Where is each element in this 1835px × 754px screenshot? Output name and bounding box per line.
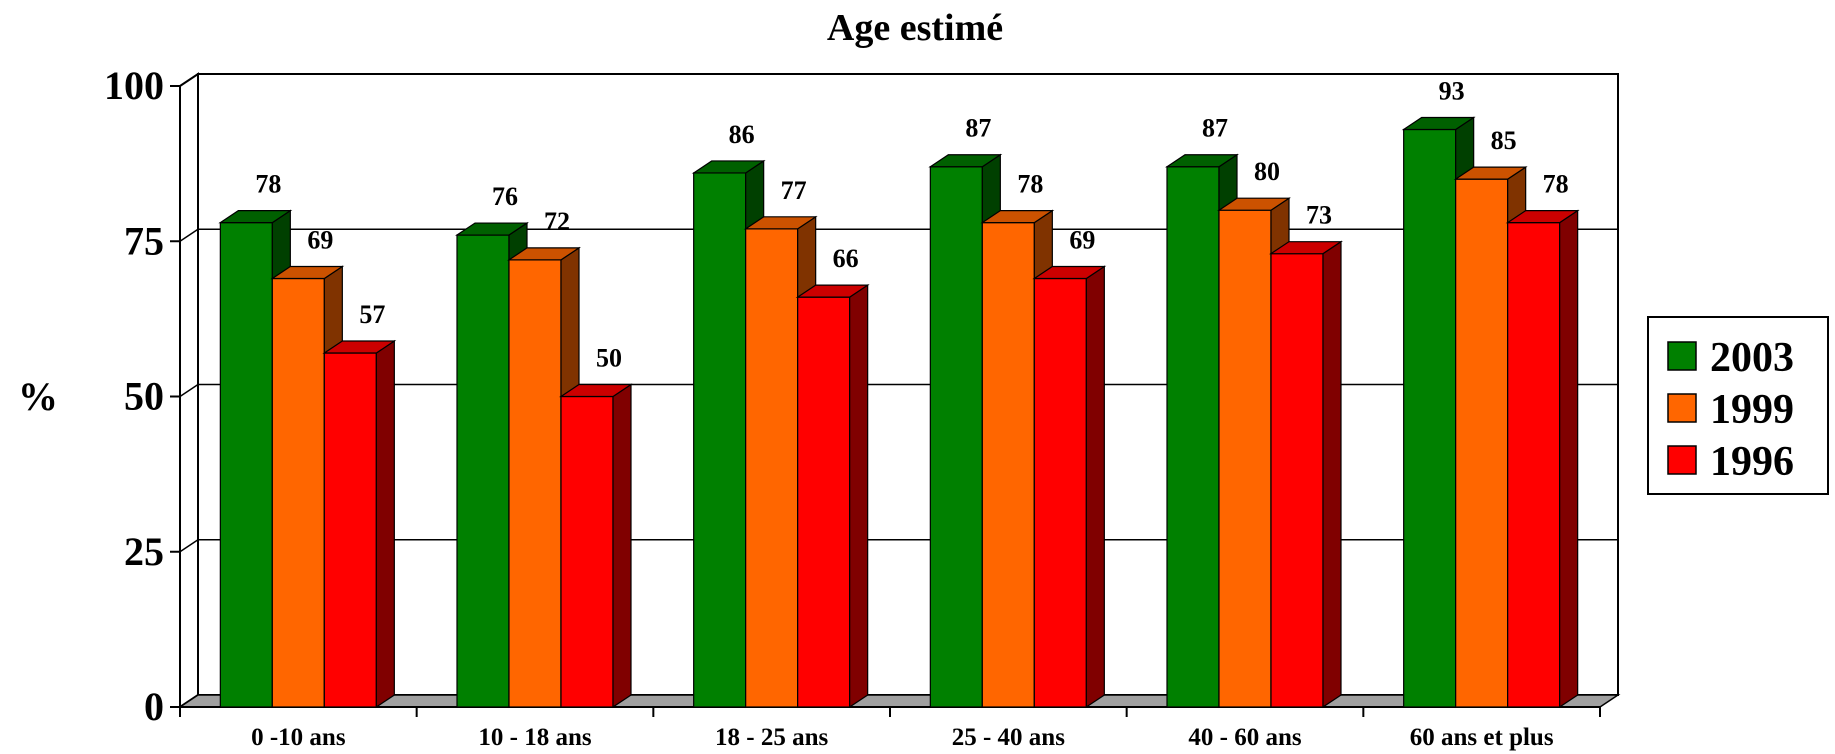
gridline-side [179, 383, 199, 398]
bar-front [1033, 277, 1087, 708]
bar [1505, 209, 1580, 709]
bar-top [928, 154, 1003, 168]
chart-title: Age estimé [827, 7, 1003, 49]
bar-top [1453, 166, 1528, 180]
x-tick-label: 0 -10 ans [251, 724, 346, 751]
bar-front [1166, 166, 1220, 708]
y-tick-label: 50 [124, 374, 164, 419]
data-label: 80 [1254, 157, 1280, 186]
bar-top [1401, 116, 1476, 131]
data-label: 69 [307, 226, 333, 255]
bar-front [456, 234, 510, 708]
bar-top [218, 210, 293, 224]
plot-floor [177, 694, 1621, 708]
bar-top [795, 284, 870, 298]
bar-top [980, 210, 1055, 224]
bar-side [375, 339, 395, 709]
gridline-side [179, 539, 199, 553]
bar [1032, 265, 1107, 709]
bar-top [559, 383, 633, 398]
gridline-side [179, 228, 199, 242]
bar-side [1322, 240, 1342, 709]
bar-top [455, 222, 529, 236]
bar-front [797, 296, 851, 708]
legend: 2003 1999 1996 [1647, 316, 1829, 495]
data-label: 72 [544, 207, 570, 236]
bar-front [1270, 253, 1324, 708]
bar-front [1507, 222, 1561, 708]
legend-label: 2003 [1710, 335, 1794, 381]
plot-area: 0 25 50 75 100 0 -10 ans 10 - 18 ans 18 - 25 an… [104, 63, 1621, 751]
y-axis-label: % [18, 374, 58, 419]
data-label: 78 [1017, 170, 1043, 199]
y-tick-label: 100 [104, 63, 164, 108]
x-tick-label: 25 - 40 ans [952, 724, 1065, 751]
bar-front [323, 352, 377, 708]
legend-label: 1996 [1710, 439, 1794, 485]
bar-top [1032, 265, 1107, 280]
data-label: 78 [255, 170, 281, 199]
legend-swatch [1667, 445, 1697, 475]
bar-top [1217, 197, 1291, 211]
bar-side [849, 284, 869, 709]
bar [559, 383, 633, 709]
data-label: 87 [965, 114, 991, 143]
bar [795, 284, 870, 709]
data-label: 76 [492, 182, 518, 211]
y-tick-label: 25 [124, 529, 164, 574]
data-label: 57 [359, 300, 385, 329]
legend-label: 1999 [1710, 387, 1794, 433]
data-label: 66 [833, 244, 859, 273]
legend-swatch [1667, 341, 1697, 371]
data-label: 85 [1491, 126, 1517, 155]
data-label: 78 [1543, 170, 1569, 199]
bar-top [507, 247, 581, 261]
bar-front [693, 172, 747, 708]
bar [322, 339, 397, 709]
x-tick-label: 10 - 18 ans [478, 724, 591, 751]
data-label: 73 [1306, 201, 1332, 230]
bar-top [743, 216, 818, 230]
data-label: 86 [729, 120, 755, 149]
bar-front [1218, 209, 1272, 708]
x-tick-label: 40 - 60 ans [1188, 724, 1301, 751]
bar-front [271, 277, 325, 708]
legend-swatch [1667, 393, 1697, 423]
bar-top [1165, 154, 1239, 168]
bar-side [1085, 265, 1105, 709]
bar-front [745, 228, 799, 708]
bar-side [1559, 209, 1579, 709]
bar-top [270, 265, 345, 280]
bar-front [560, 395, 614, 708]
data-label: 93 [1439, 76, 1465, 105]
bar-front [929, 166, 983, 708]
bar-side [612, 383, 632, 709]
bar [1269, 240, 1343, 709]
data-label: 87 [1202, 114, 1228, 143]
bar-front [219, 222, 273, 708]
x-tick-label: 18 - 25 ans [715, 724, 828, 751]
bar-top [691, 160, 766, 174]
data-label: 69 [1069, 226, 1095, 255]
x-tick-label: 60 ans et plus [1410, 724, 1554, 751]
bar-top [322, 340, 397, 354]
data-label: 50 [596, 344, 622, 373]
bar-front [981, 222, 1035, 708]
bar-front [1403, 128, 1457, 708]
y-tick-label: 75 [124, 218, 164, 263]
gridline-side [179, 73, 199, 87]
bar-top [1269, 241, 1343, 255]
bar-top [1505, 210, 1580, 224]
bar-front [1455, 178, 1509, 708]
y-tick-label: 0 [144, 684, 164, 729]
bar-front [508, 259, 562, 708]
data-label: 77 [781, 176, 807, 205]
